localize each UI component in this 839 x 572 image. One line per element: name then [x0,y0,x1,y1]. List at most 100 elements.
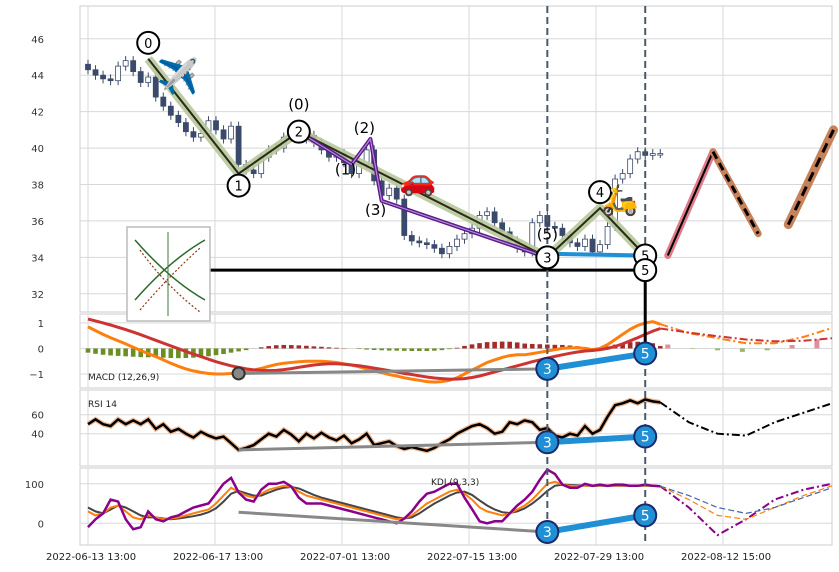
x-tick-label: 2022-08-12 15:00 [681,552,771,563]
price-y-tick-label: 34 [31,253,44,264]
macd-histogram-bar [116,348,121,355]
macd-forecast-bar [765,348,770,350]
candle-body [387,188,392,195]
wave-badge-label: 5 [641,430,650,446]
candle-body [402,199,407,235]
macd-y-tick-label: −1 [29,370,44,381]
rsi-panel-frame [80,390,832,466]
sub-wave-label: (3) [365,201,386,219]
wave-badge-label: 5 [641,347,650,363]
macd-histogram-bar [131,348,136,356]
price-y-tick-label: 32 [31,290,44,301]
candle-body [409,236,414,241]
candle-body [123,61,128,66]
x-tick-label: 2022-07-01 13:00 [300,552,390,563]
candle-body [432,245,437,249]
macd-forecast-bar [740,348,745,351]
candle-body [635,152,640,159]
macd-histogram-bar [289,345,294,348]
price-y-tick-label: 44 [31,71,44,82]
price-y-tick-label: 36 [31,217,44,228]
x-tick-label: 2022-07-15 13:00 [427,552,517,563]
candle-body [116,66,121,81]
macd-histogram-bar [455,348,460,349]
car-icon: 🚗 [399,163,436,198]
macd-histogram-bar [432,348,437,350]
macd-histogram-bar [123,348,128,356]
candle-body [161,97,166,106]
candle-body [236,126,241,164]
candle-body [93,70,98,75]
candle-body [492,212,497,223]
kdj-y-tick-label: 100 [25,480,44,491]
rsi-y-tick-label: 40 [31,430,44,441]
candle-body [176,115,181,122]
price-y-tick-label: 38 [31,181,44,192]
macd-histogram-bar [169,348,174,358]
scooter-icon: 🛵 [601,183,638,218]
macd-histogram-bar [470,344,475,348]
candle-body [417,241,422,243]
candle-body [485,212,490,216]
candle-body [454,239,459,246]
macd-histogram-bar [266,346,271,348]
macd-histogram-bar [553,345,558,349]
sub-wave-label: (0) [288,96,309,114]
price-y-tick-label: 40 [31,144,44,155]
candle-body [101,75,106,79]
candle-body [138,72,143,83]
candle-body [650,154,655,156]
macd-histogram-bar [485,342,490,348]
x-tick-label: 2022-06-17 13:00 [173,552,263,563]
macd-histogram-bar [161,348,166,357]
macd-histogram-bar [372,348,377,350]
macd-histogram-bar [447,348,452,349]
wave-label: 2 [295,126,303,141]
macd-histogram-bar [274,345,279,348]
macd-histogram-bar [462,346,467,349]
macd-histogram-bar [357,348,362,349]
macd-histogram-bar [259,347,264,348]
macd-histogram-bar [440,348,445,350]
macd-forecast-bar [665,345,670,349]
candle-body [590,239,595,252]
macd-histogram-bar [387,348,392,350]
macd-histogram-bar [394,348,399,350]
wave-badge-label: 5 [641,508,650,524]
macd-y-tick-label: 1 [38,319,44,330]
macd-histogram-bar [319,347,324,349]
wave-label: 3 [543,251,551,266]
macd-histogram-bar [500,342,505,349]
sub-wave-label: (1) [335,160,356,178]
candle-body [560,228,565,235]
macd-histogram-bar [364,348,369,349]
divergence-start-dot [233,367,245,379]
candle-body [462,234,467,239]
macd-forecast-bar [715,348,720,350]
macd-histogram-bar [522,344,527,349]
macd-histogram-bar [379,348,384,350]
thumbnail-inset [127,227,210,321]
macd-histogram-bar [477,343,482,348]
macd-histogram-bar [425,348,430,351]
candle-body [575,243,580,247]
macd-histogram-bar [507,342,512,349]
x-tick-label: 2022-07-29 13:00 [554,552,644,563]
wave-badge-label: 3 [543,435,552,451]
x-tick-label: 2022-06-13 13:00 [46,552,136,563]
candle-body [439,248,444,253]
candle-body [168,106,173,115]
wave-label: 5 [641,264,649,279]
candle-body [131,61,136,72]
macd-histogram-bar [93,348,98,353]
wave-label: 0 [144,37,152,52]
macd-histogram-bar [402,348,407,350]
candle-body [537,215,542,222]
candle-body [146,77,151,82]
macd-histogram-bar [101,348,106,354]
macd-histogram-bar [658,346,663,348]
kdj-label: KDJ (9,3,3) [431,478,479,488]
macd-forecast-bar [790,345,795,348]
price-y-tick-label: 42 [31,108,44,119]
